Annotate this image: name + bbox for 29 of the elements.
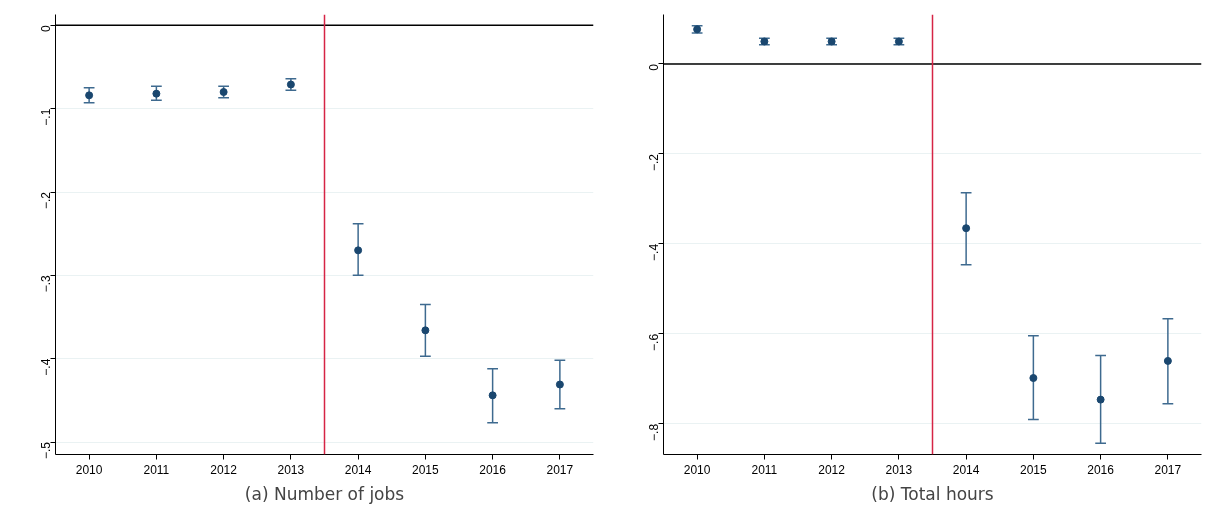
x-tick-label: 2010 xyxy=(683,462,711,477)
x-tick-label: 2011 xyxy=(143,462,170,477)
y-tick-label: −.2 xyxy=(647,153,661,171)
x-tick-label: 2014 xyxy=(952,462,980,477)
y-tick-label: −.4 xyxy=(647,243,661,261)
x-tick-label: 2013 xyxy=(885,462,913,477)
x-tick-label: 2016 xyxy=(479,462,507,477)
y-tick-label: 0 xyxy=(647,63,661,71)
y-tick-label: −.2 xyxy=(39,191,53,210)
x-tick-label: 2012 xyxy=(210,462,238,477)
x-tick-label: 2016 xyxy=(1087,462,1115,477)
x-tick-label: 2011 xyxy=(751,462,778,477)
y-tick-label: 0 xyxy=(39,25,53,33)
y-tick-label: −.3 xyxy=(39,275,53,293)
x-tick-label: 2015 xyxy=(1020,462,1048,477)
x-tick-label: 2013 xyxy=(277,462,305,477)
x-tick-label: 2014 xyxy=(344,462,372,477)
x-tick-label: 2017 xyxy=(1154,462,1182,477)
x-tick-label: 2017 xyxy=(546,462,574,477)
x-tick-label: 2012 xyxy=(818,462,846,477)
y-tick-label: −.4 xyxy=(39,358,53,376)
text: (a) Number of jobs xyxy=(244,483,405,504)
text: (b) Total hours xyxy=(871,483,994,504)
y-tick-label: −.5 xyxy=(39,441,53,460)
y-tick-label: −.6 xyxy=(647,333,661,351)
x-tick-label: 2015 xyxy=(412,462,440,477)
x-tick-label: 2010 xyxy=(75,462,103,477)
y-tick-label: −.8 xyxy=(647,423,661,441)
y-tick-label: −.1 xyxy=(39,108,53,126)
